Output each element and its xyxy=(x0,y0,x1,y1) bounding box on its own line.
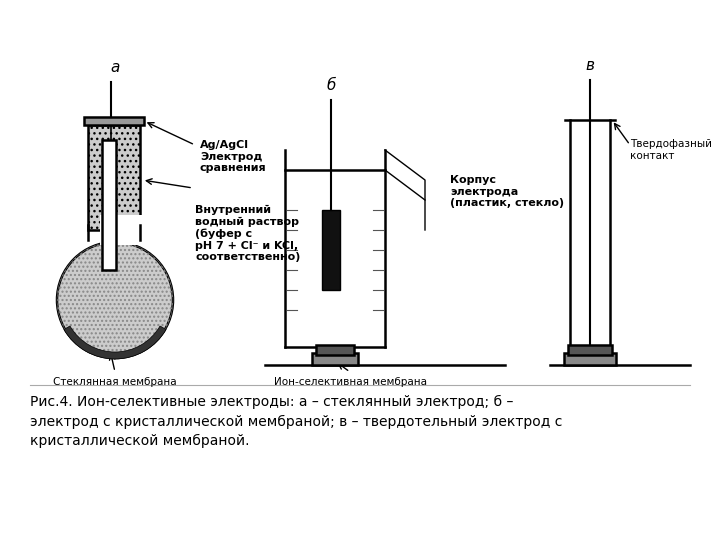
Bar xyxy=(100,215,156,245)
Text: Твердофазный
контакт: Твердофазный контакт xyxy=(630,139,712,161)
Bar xyxy=(322,210,340,290)
Text: Внутренний
водный раствор
(буфер с
рН 7 + Cl⁻ и KCl,
соответственно): Внутренний водный раствор (буфер с рН 7 … xyxy=(195,205,300,262)
Text: Ag/AgCl
Электрод
сравнения: Ag/AgCl Электрод сравнения xyxy=(200,140,266,173)
Text: Корпус
электрода
(пластик, стекло): Корпус электрода (пластик, стекло) xyxy=(450,175,564,208)
Text: Стеклянная мембрана: Стеклянная мембрана xyxy=(53,377,177,387)
Bar xyxy=(316,345,354,355)
Text: Рис.4. Ион-селективные электроды: а – стеклянный электрод; б –
электрод с криста: Рис.4. Ион-селективные электроды: а – ст… xyxy=(30,395,562,448)
Text: в: в xyxy=(585,57,595,72)
Bar xyxy=(84,117,144,125)
Bar xyxy=(102,140,116,270)
Bar xyxy=(312,353,358,365)
Circle shape xyxy=(57,242,173,358)
Wedge shape xyxy=(64,326,166,359)
Text: Ион-селективная мембрана: Ион-селективная мембрана xyxy=(274,377,426,387)
Text: а: а xyxy=(110,59,120,75)
Bar xyxy=(564,353,616,365)
Bar xyxy=(568,345,612,355)
Bar xyxy=(88,125,140,230)
Text: б: б xyxy=(326,78,336,92)
